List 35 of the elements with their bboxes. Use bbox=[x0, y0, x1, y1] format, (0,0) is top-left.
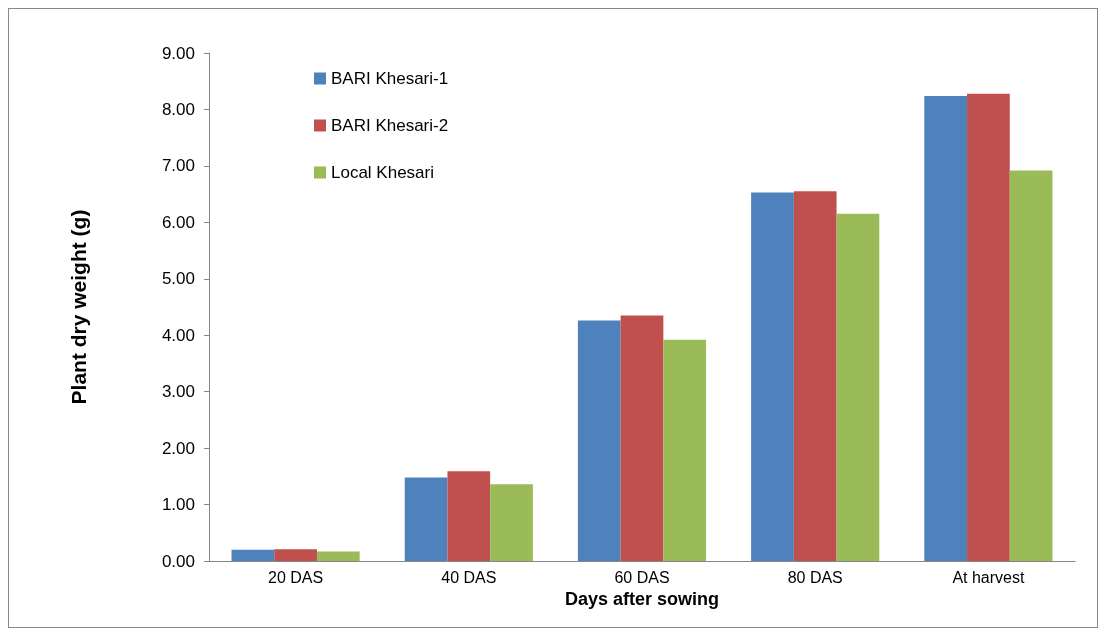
bar bbox=[447, 471, 491, 561]
bar bbox=[490, 484, 533, 561]
bar bbox=[1009, 170, 1053, 561]
bar bbox=[620, 315, 664, 561]
x-tick-label: 60 DAS bbox=[614, 568, 670, 586]
bar bbox=[836, 213, 880, 561]
x-tick-label: At harvest bbox=[952, 568, 1025, 586]
bar bbox=[924, 95, 968, 561]
bar bbox=[231, 549, 275, 561]
bar bbox=[663, 339, 707, 561]
legend-label: BARI Khesari-2 bbox=[331, 116, 449, 135]
y-axis-title: Plant dry weight (g) bbox=[67, 209, 90, 405]
bar bbox=[751, 192, 794, 561]
bar bbox=[316, 551, 360, 561]
y-tick-label: 2.00 bbox=[161, 438, 195, 458]
y-tick-label: 7.00 bbox=[161, 156, 195, 176]
y-tick-label: 0.00 bbox=[161, 551, 195, 571]
y-tick-label: 3.00 bbox=[161, 382, 195, 402]
x-axis-title: Days after sowing bbox=[564, 588, 720, 609]
y-tick-label: 8.00 bbox=[161, 99, 195, 119]
bar bbox=[577, 320, 621, 561]
bar bbox=[967, 93, 1010, 561]
bar bbox=[793, 191, 837, 561]
y-tick-label: 6.00 bbox=[161, 212, 195, 232]
y-tick-label: 4.00 bbox=[161, 325, 195, 345]
x-tick-label: 40 DAS bbox=[441, 568, 497, 586]
bar bbox=[404, 477, 448, 561]
legend-label: Local Khesari bbox=[331, 163, 435, 182]
legend-label: BARI Khesari-1 bbox=[331, 69, 449, 88]
y-tick-label: 1.00 bbox=[161, 495, 195, 515]
x-tick-label: 20 DAS bbox=[268, 568, 324, 586]
bar bbox=[274, 549, 317, 561]
y-tick-label: 5.00 bbox=[161, 269, 195, 289]
y-tick-label: 9.00 bbox=[161, 43, 195, 63]
x-tick-label: 80 DAS bbox=[787, 568, 843, 586]
